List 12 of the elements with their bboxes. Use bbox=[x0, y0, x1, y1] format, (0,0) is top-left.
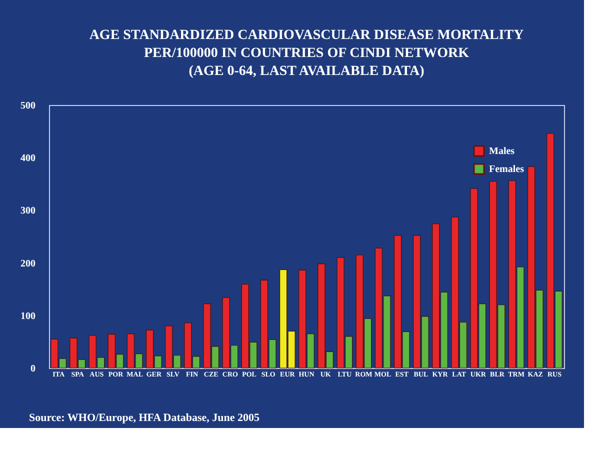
legend-label: Females bbox=[489, 164, 524, 175]
y-tick-label: 100 bbox=[20, 310, 36, 322]
text: (AGE 0-64, LAST AVAILABLE DATA) bbox=[188, 64, 424, 79]
y-tick-label: 400 bbox=[20, 153, 36, 164]
y-tick-label: 200 bbox=[20, 258, 36, 270]
y-tick-label: 0 bbox=[30, 364, 36, 374]
text: AGE STANDARDIZED CARDIOVASCULAR DISEASE MORTALITY bbox=[89, 28, 524, 43]
source-note: Source: WHO/Europe, HFA Database, June 2005 bbox=[29, 412, 260, 424]
y-tick-label: 500 bbox=[20, 100, 36, 112]
text: PER/100000 IN COUNTRIES OF CINDI NETWORK bbox=[144, 46, 470, 61]
legend-label: Males bbox=[489, 146, 515, 157]
y-tick-label: 300 bbox=[20, 206, 36, 217]
